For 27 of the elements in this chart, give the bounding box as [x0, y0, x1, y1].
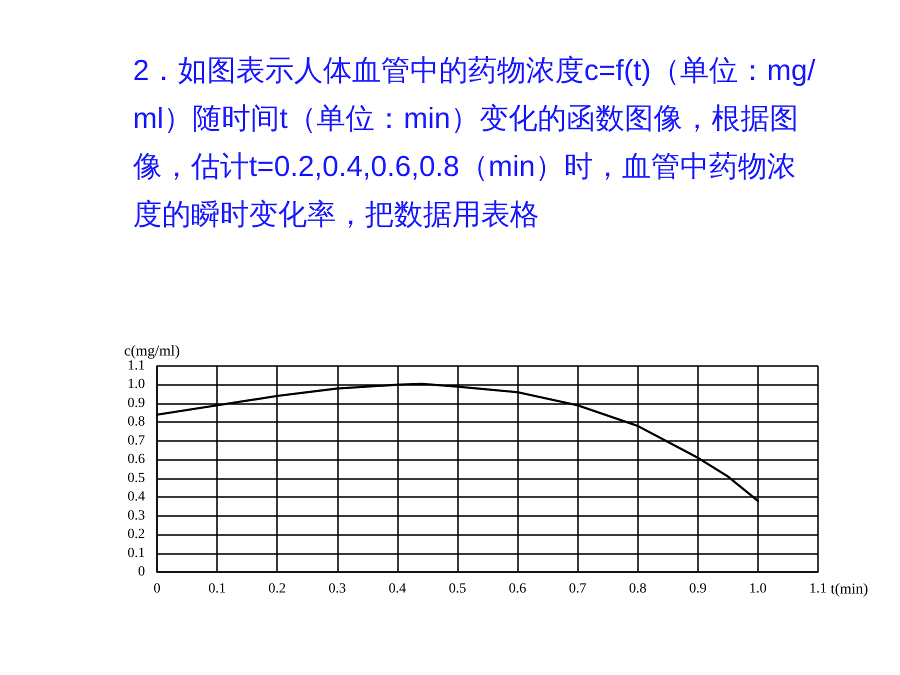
- chart-title: 2．如图表示人体血管中的药物浓度c=f(t)（单位：mg/ml）随时间t（单位：min）变化的函数图像，根据图像，估计t=0.2,0.4,0.6,0.8（min）时，血管中药物浓度的瞬时变化率，把数据用表格: [133, 55, 816, 231]
- x-tick-label: 0.9: [689, 582, 707, 596]
- y-tick-label: 1.0: [128, 377, 145, 392]
- x-tick-label: 0: [154, 582, 160, 596]
- x-tick-label: 0.3: [328, 582, 346, 596]
- y-tick-label: 0.4: [128, 490, 145, 505]
- x-tick-label: 0.6: [508, 582, 526, 596]
- y-tick-label: 0.3: [128, 508, 145, 524]
- y-tick-label: 0.5: [128, 470, 145, 486]
- y-tick-label: 0.9: [128, 396, 145, 411]
- x-axis-title: t(min): [830, 582, 868, 598]
- x-tick-label: 0.2: [268, 582, 286, 596]
- x-tick-label: 0.5: [448, 582, 466, 596]
- x-tick-label: 1.1: [809, 582, 827, 596]
- y-tick-label: 0.7: [128, 433, 145, 448]
- y-axis-title: c(mg/ml): [124, 344, 180, 360]
- x-tick-label: 1.0: [749, 582, 767, 596]
- x-tick-label: 0.7: [568, 582, 586, 596]
- x-tick-label: 0.4: [388, 582, 406, 596]
- y-tick-label: 0.1: [128, 546, 145, 561]
- x-tick-label: 0.8: [628, 582, 646, 596]
- y-tick-label: 0: [138, 564, 145, 580]
- y-tick-label: 0.6: [128, 452, 145, 468]
- y-tick-label: 0.2: [128, 527, 145, 542]
- y-tick-label: 0.8: [128, 414, 145, 430]
- x-tick-label: 0.1: [208, 582, 226, 596]
- y-tick-label: 1.1: [128, 358, 145, 374]
